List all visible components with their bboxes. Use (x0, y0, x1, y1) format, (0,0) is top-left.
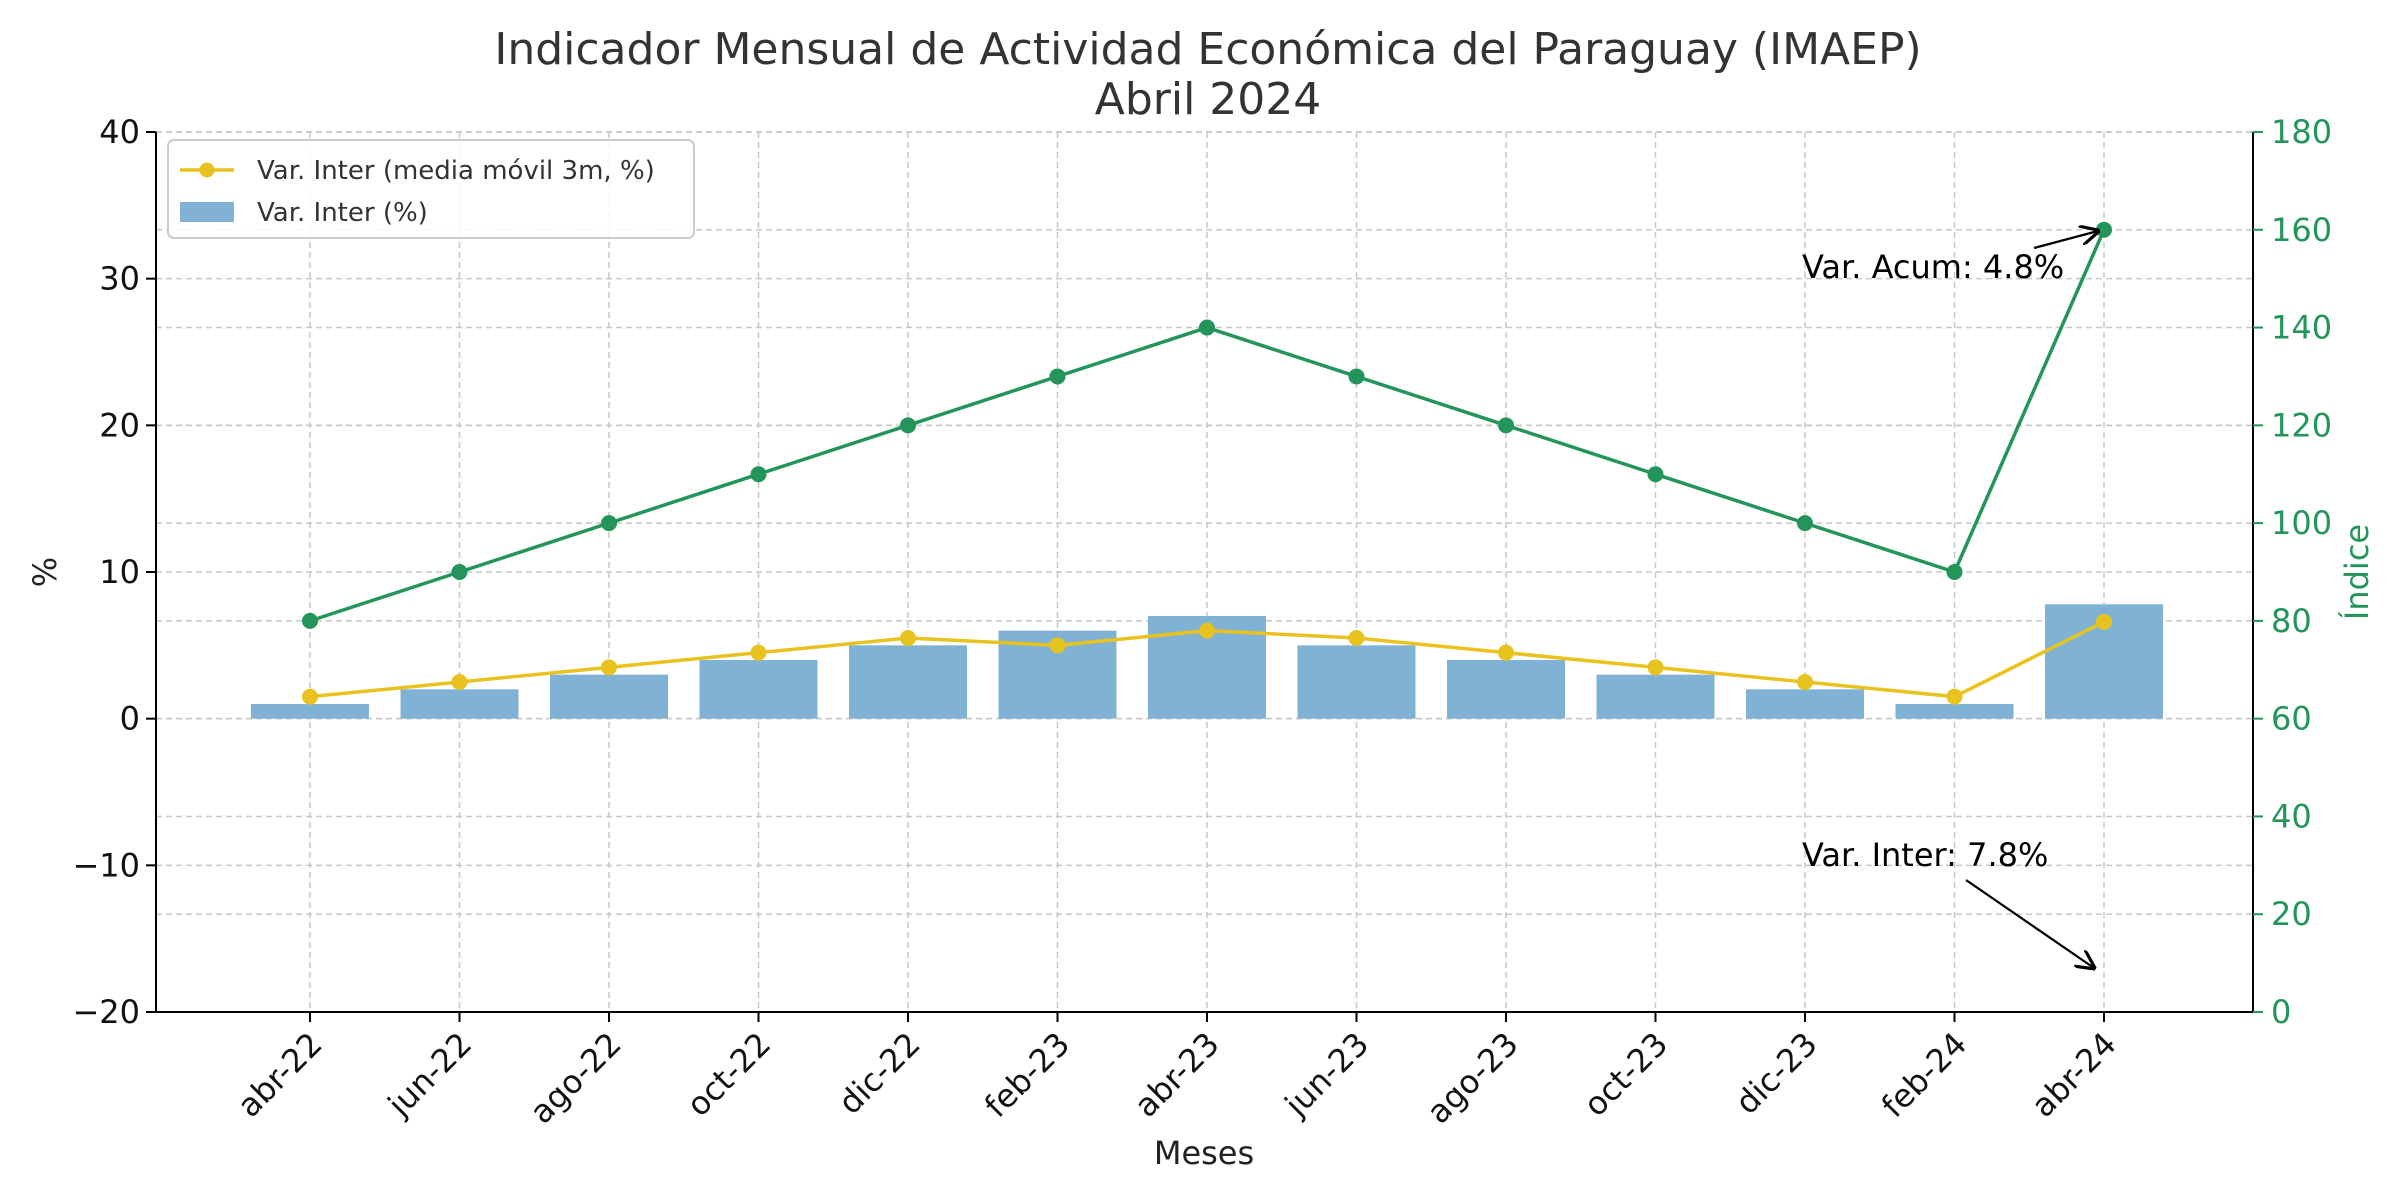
legend-label-moving-average: Var. Inter (media móvil 3m, %) (257, 156, 655, 186)
bar (699, 660, 818, 719)
annotation-var-acum-arrow (2033, 231, 2098, 250)
x-tick-label: abr-22 (230, 1025, 330, 1125)
x-axis-label: Meses (1154, 1134, 1254, 1172)
legend-box (167, 139, 695, 239)
moving-average-point (1498, 644, 1514, 661)
grid (156, 131, 2253, 1013)
x-tick-label: dic-22 (831, 1025, 928, 1122)
index-point (1797, 515, 1813, 532)
legend-label-bars: Var. Inter (%) (257, 198, 428, 228)
moving-average-point (2096, 613, 2112, 630)
y-right-tick-label: 100 (2271, 504, 2332, 542)
bar (550, 674, 668, 719)
y-tick-label: 0 (120, 700, 140, 738)
x-tick-label: ago-22 (522, 1025, 628, 1131)
x-tick-label: jun-23 (1277, 1025, 1377, 1125)
index-point (1199, 319, 1215, 336)
y-tick-label: 40 (99, 113, 140, 151)
legend-bar-swatch (180, 202, 234, 222)
y-tick-label: 30 (99, 260, 140, 298)
x-tick-label: ago-23 (1419, 1025, 1525, 1131)
moving-average-point (1199, 622, 1215, 639)
moving-average-point (601, 659, 617, 676)
annotation-var-acum: Var. Acum: 4.8% (1802, 248, 2064, 286)
x-tick-label: oct-23 (1576, 1025, 1675, 1124)
index-point (302, 612, 318, 629)
index-point (601, 515, 617, 532)
legend-line-marker (199, 162, 215, 178)
index-point (1647, 466, 1664, 483)
bar (1895, 704, 2014, 719)
annotations: Var. Acum: 4.8% Var. Inter: 7.8% (1802, 231, 2098, 968)
x-tick-label: jun-22 (380, 1025, 480, 1125)
y-right-tick-label: 40 (2271, 797, 2312, 835)
y-right-tick-label: 160 (2271, 211, 2332, 249)
y-right-tick-label: 140 (2271, 309, 2332, 347)
bar (251, 704, 369, 719)
moving-average-point (1049, 637, 1066, 654)
moving-average-point (1946, 688, 1963, 705)
y-right-tick-label: 20 (2271, 895, 2312, 933)
index-point (900, 417, 916, 434)
bar (1297, 645, 1416, 719)
annotation-var-inter-arrow (1965, 879, 2094, 968)
index-point (1049, 368, 1066, 385)
x-tick-label: dic-23 (1728, 1025, 1825, 1122)
y-tick-label: 20 (99, 406, 140, 444)
bar (1447, 660, 1565, 719)
x-tick-label: feb-23 (977, 1025, 1077, 1125)
y-right-tick-label: 120 (2271, 406, 2332, 444)
moving-average-point (1797, 674, 1813, 690)
y-axis-right-label: Índice (2338, 524, 2376, 620)
index-point (2096, 221, 2112, 238)
y-right-tick-label: 180 (2271, 113, 2332, 151)
legend: Var. Inter (media móvil 3m, %) Var. Inte… (167, 139, 695, 239)
moving-average-point (750, 644, 767, 661)
chart-subtitle: Abril 2024 (1095, 74, 1322, 125)
index-point (1348, 368, 1365, 385)
moving-average-point (451, 674, 468, 690)
bar (1596, 674, 1715, 719)
lines (302, 221, 2112, 705)
chart-title: Indicador Mensual de Actividad Económica… (494, 24, 1921, 75)
x-tick-label: feb-24 (1874, 1025, 1974, 1125)
x-tick-label: abr-24 (2024, 1025, 2124, 1125)
moving-average-point (1348, 630, 1365, 646)
y-right-tick-label: 0 (2271, 993, 2291, 1031)
index-point (1498, 417, 1514, 434)
annotation-var-inter: Var. Inter: 7.8% (1802, 836, 2048, 874)
y-tick-label: 10 (99, 553, 140, 591)
x-tick-label: abr-23 (1127, 1025, 1227, 1125)
bar (1746, 689, 1864, 719)
y-right-tick-label: 80 (2271, 602, 2312, 640)
moving-average-point (1647, 659, 1664, 676)
bars (251, 604, 2163, 719)
bar (849, 645, 967, 719)
y-right-tick-label: 60 (2271, 700, 2312, 738)
y-axis-label: % (26, 557, 64, 587)
y-tick-label: −20 (72, 993, 140, 1031)
y-tick-label: −10 (72, 846, 140, 884)
x-tick-label: oct-22 (679, 1025, 778, 1124)
index-point (1946, 564, 1963, 580)
moving-average-point (900, 630, 916, 646)
bar (400, 689, 519, 719)
index-point (451, 564, 468, 580)
moving-average-point (302, 688, 318, 705)
index-point (750, 466, 767, 483)
